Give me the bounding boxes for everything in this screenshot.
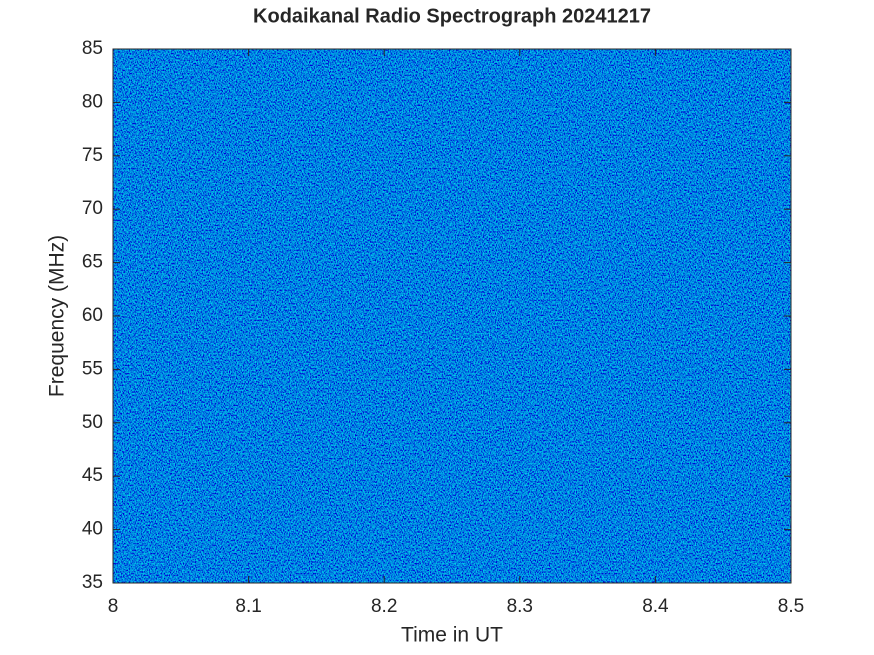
y-tick-label: 50 — [82, 412, 103, 433]
y-tick-label: 75 — [82, 145, 103, 166]
x-tick-label: 8.5 — [778, 596, 804, 617]
y-tick-label: 80 — [82, 91, 103, 112]
y-tick-label: 60 — [82, 305, 103, 326]
spectrogram-texture — [113, 49, 791, 583]
x-axis-label: Time in UT — [401, 624, 503, 647]
y-axis-label: Frequency (MHz) — [46, 235, 69, 397]
y-tick-label: 35 — [82, 572, 103, 593]
chart-title: Kodaikanal Radio Spectrograph 20241217 — [253, 5, 651, 27]
x-tick-label: 8.3 — [507, 596, 533, 617]
y-tick-label: 40 — [82, 519, 103, 540]
x-tick-label: 8.2 — [371, 596, 397, 617]
x-tick-label: 8.4 — [642, 596, 669, 617]
y-tick-label: 45 — [82, 465, 103, 486]
x-tick-label: 8 — [108, 596, 119, 617]
y-tick-label: 85 — [82, 38, 103, 59]
x-tick-label: 8.1 — [235, 596, 261, 617]
y-tick-label: 65 — [82, 252, 103, 273]
y-tick-label: 55 — [82, 358, 103, 379]
y-tick-label: 70 — [82, 198, 103, 219]
